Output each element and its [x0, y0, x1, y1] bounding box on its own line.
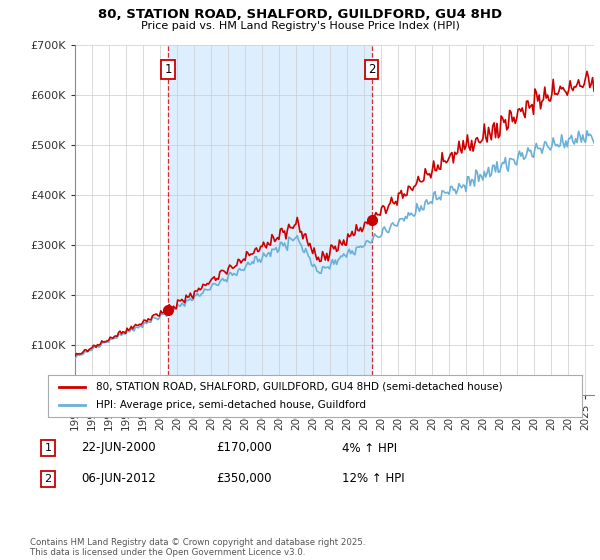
Text: 2: 2: [368, 63, 376, 76]
Text: Contains HM Land Registry data © Crown copyright and database right 2025.
This d: Contains HM Land Registry data © Crown c…: [30, 538, 365, 557]
Text: 80, STATION ROAD, SHALFORD, GUILDFORD, GU4 8HD: 80, STATION ROAD, SHALFORD, GUILDFORD, G…: [98, 8, 502, 21]
Text: 22-JUN-2000: 22-JUN-2000: [81, 441, 155, 455]
Text: 4% ↑ HPI: 4% ↑ HPI: [342, 441, 397, 455]
Text: 1: 1: [164, 63, 172, 76]
Text: Price paid vs. HM Land Registry's House Price Index (HPI): Price paid vs. HM Land Registry's House …: [140, 21, 460, 31]
Text: 80, STATION ROAD, SHALFORD, GUILDFORD, GU4 8HD (semi-detached house): 80, STATION ROAD, SHALFORD, GUILDFORD, G…: [96, 382, 503, 392]
Text: HPI: Average price, semi-detached house, Guildford: HPI: Average price, semi-detached house,…: [96, 400, 366, 410]
Text: 2: 2: [44, 474, 52, 484]
Text: 1: 1: [44, 443, 52, 453]
Text: 12% ↑ HPI: 12% ↑ HPI: [342, 472, 404, 486]
Text: £350,000: £350,000: [216, 472, 271, 486]
Text: £170,000: £170,000: [216, 441, 272, 455]
Bar: [168, 45, 371, 395]
Text: 06-JUN-2012: 06-JUN-2012: [81, 472, 156, 486]
